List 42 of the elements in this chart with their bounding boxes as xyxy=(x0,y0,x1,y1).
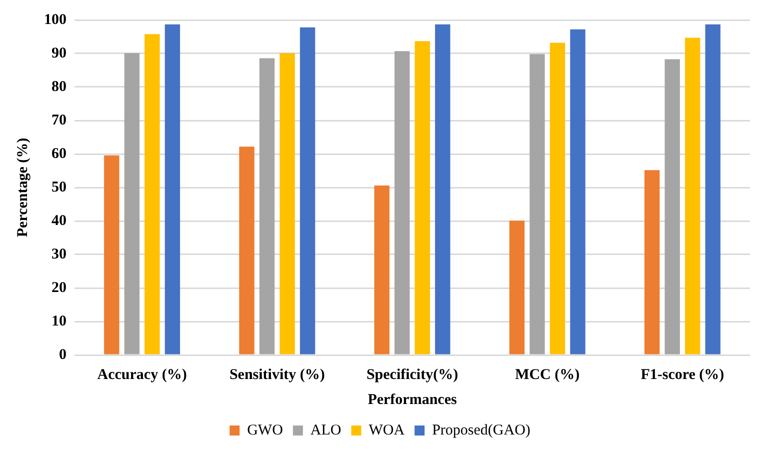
bar xyxy=(300,27,316,354)
bar xyxy=(144,34,160,354)
bar xyxy=(705,24,720,354)
legend-label: WOA xyxy=(368,422,405,438)
x-tick-label: Specificity(%) xyxy=(366,366,458,383)
bar xyxy=(104,155,120,354)
y-tick-label: 10 xyxy=(52,313,66,330)
y-tick-label: 80 xyxy=(52,78,66,95)
bar xyxy=(509,220,525,354)
y-tick-label: 70 xyxy=(52,112,66,128)
bar xyxy=(664,59,680,354)
y-tick-label: 90 xyxy=(52,45,66,62)
bar xyxy=(644,170,660,354)
legend-label: ALO xyxy=(310,422,342,438)
y-tick-label: 100 xyxy=(44,12,66,28)
y-tick-label: 0 xyxy=(59,346,66,363)
y-tick-label: 60 xyxy=(52,146,66,162)
legend-label: Proposed(GAO) xyxy=(432,422,530,438)
x-tick-label: Sensitivity (%) xyxy=(229,366,325,383)
bar xyxy=(280,53,295,354)
y-axis-title: Percentage (%) xyxy=(14,138,31,238)
bar xyxy=(684,38,700,354)
y-tick-label: 30 xyxy=(52,246,66,262)
bar xyxy=(394,51,410,354)
x-tick-label: F1-score (%) xyxy=(640,366,724,383)
bar xyxy=(550,42,566,354)
bar xyxy=(570,29,586,354)
bar xyxy=(530,54,545,354)
bar xyxy=(435,24,450,354)
y-tick-label: 50 xyxy=(52,179,66,196)
x-axis-title: Performances xyxy=(368,392,457,408)
bar xyxy=(259,58,275,354)
y-tick-label: 20 xyxy=(52,280,66,296)
legend-label: GWO xyxy=(247,422,284,438)
bar xyxy=(414,41,430,354)
bar xyxy=(124,53,140,354)
bar xyxy=(164,24,180,354)
y-tick-label: 40 xyxy=(52,212,66,229)
x-tick-label: Accuracy (%) xyxy=(97,366,187,383)
x-tick-label: MCC (%) xyxy=(515,366,580,383)
bar xyxy=(374,185,390,354)
bar xyxy=(239,146,254,354)
